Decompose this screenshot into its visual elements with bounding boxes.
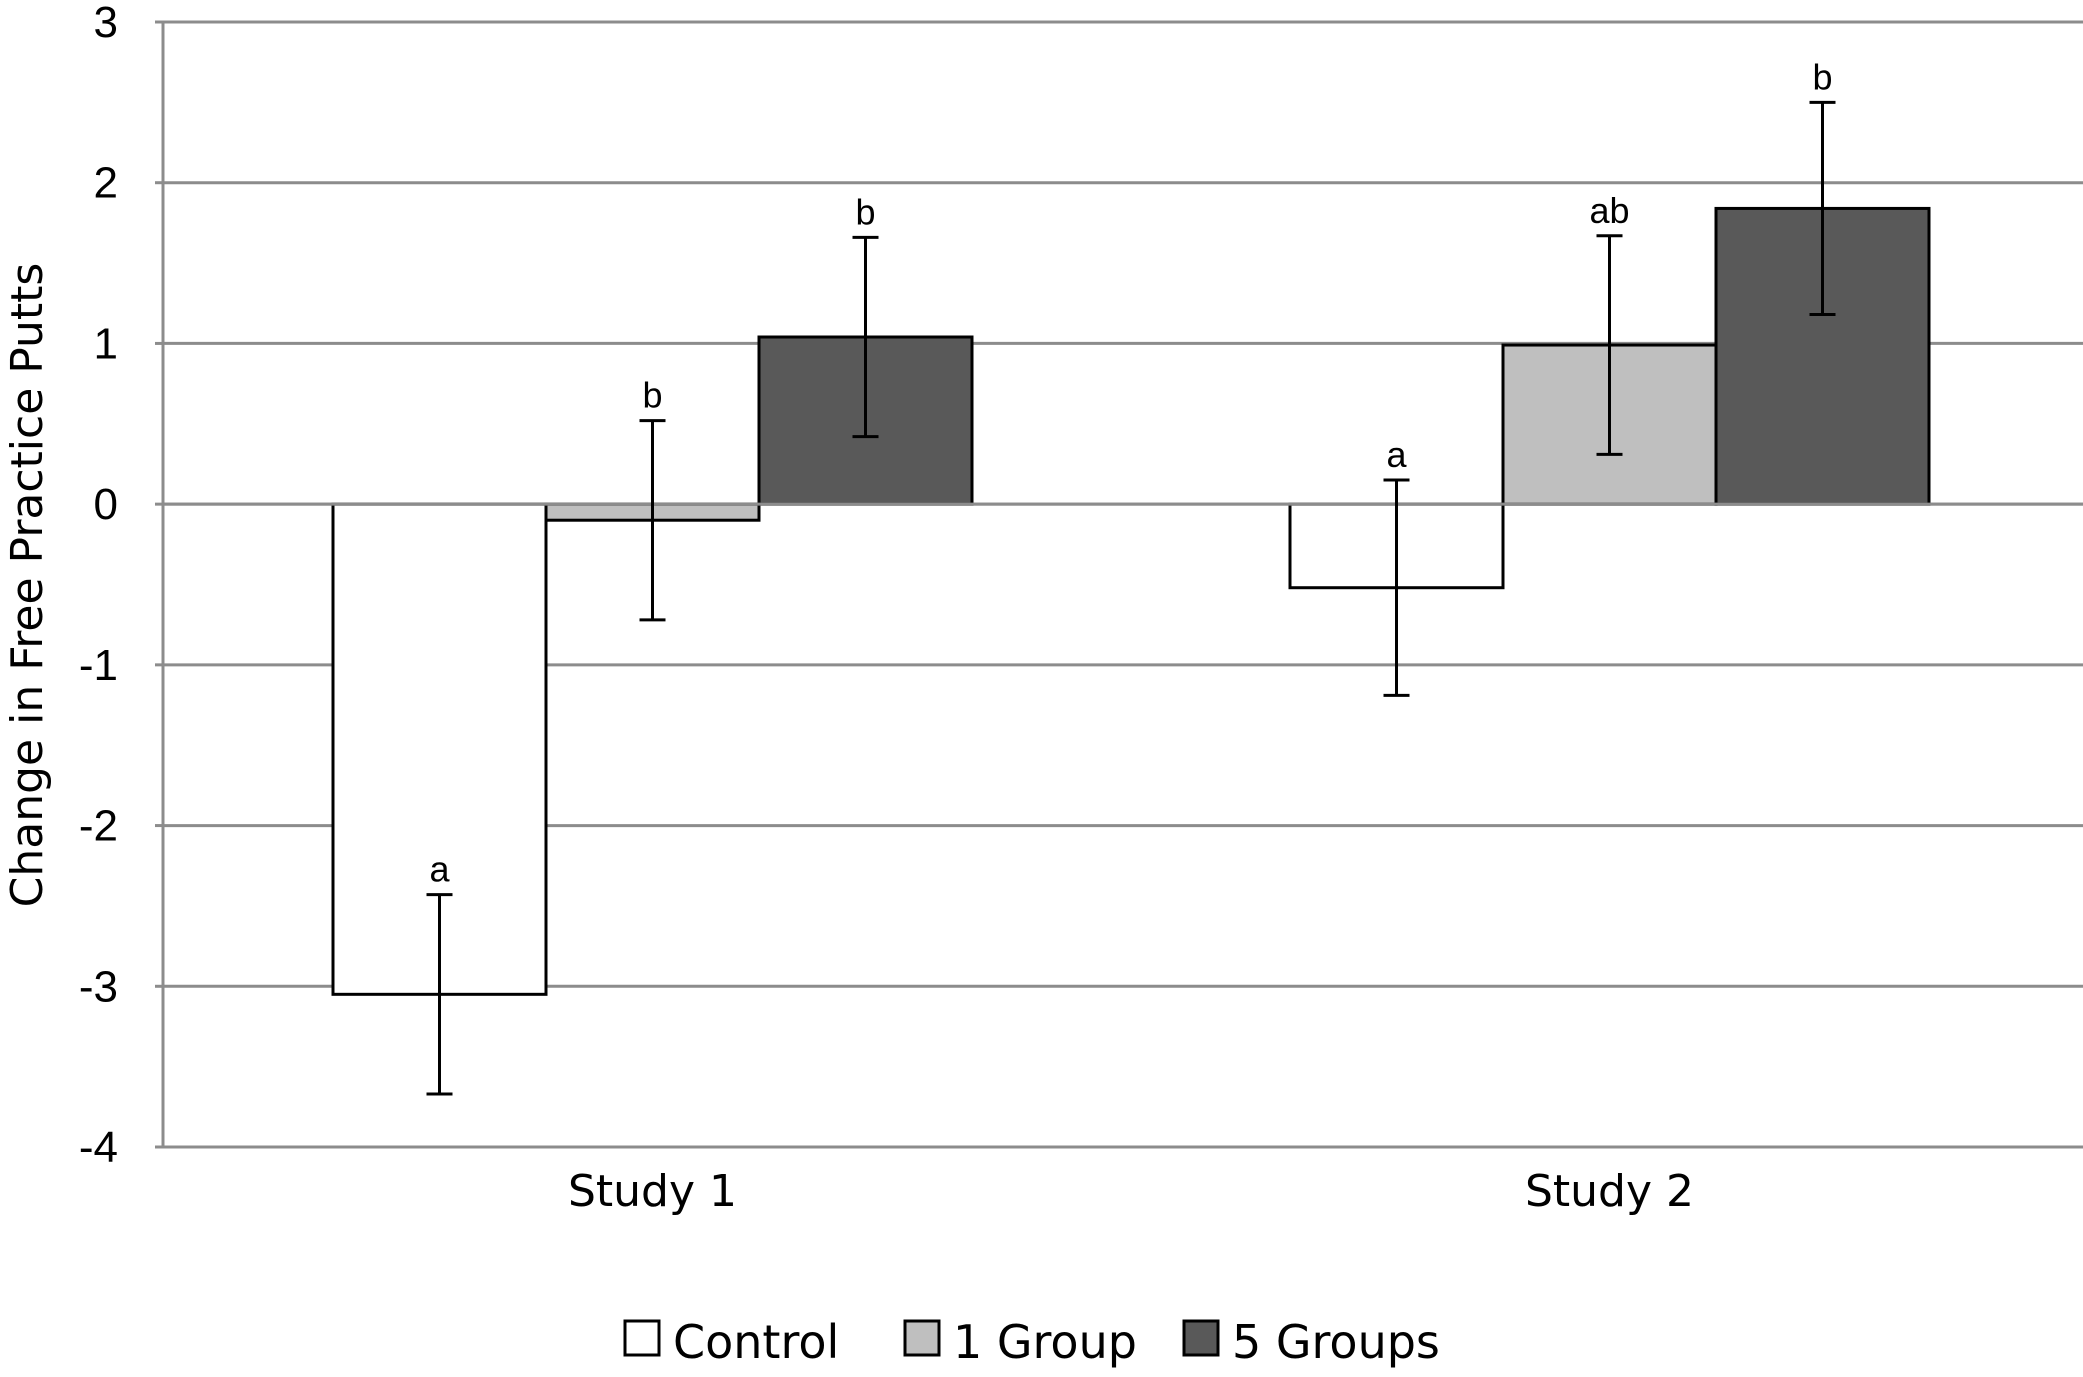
error-bars [426, 100, 1836, 1096]
legend-label: Control [673, 1315, 839, 1369]
legend-label: 1 Group [953, 1315, 1137, 1369]
legend: Control 1 Group 5 Groups [623, 1315, 1440, 1369]
category-label: Study 1 [568, 1166, 737, 1217]
category-labels: Study 1 Study 2 [568, 1166, 1694, 1217]
y-tick-label: 2 [94, 159, 118, 208]
significance-label: b [642, 375, 662, 416]
significance-label: a [1386, 434, 1407, 475]
significance-label: ab [1589, 190, 1629, 231]
y-tick-label: -1 [79, 641, 118, 690]
category-label: Study 2 [1525, 1166, 1694, 1217]
significance-label: b [855, 191, 875, 232]
legend-swatch [903, 1319, 941, 1357]
y-tick-label: 1 [94, 319, 118, 368]
significance-label: a [429, 849, 450, 890]
bars [331, 206, 1931, 996]
y-tick-label: 0 [94, 480, 118, 529]
y-tick-label: -4 [79, 1123, 118, 1172]
y-axis-title: Change in Free Practice Putts [2, 263, 53, 908]
legend-swatch [623, 1319, 661, 1357]
legend-label: 5 Groups [1232, 1315, 1440, 1369]
legend-swatch [1182, 1319, 1220, 1357]
significance-label: b [1812, 56, 1832, 97]
y-tick-label: 3 [94, 0, 118, 47]
y-axis-ticks: 3 2 1 0 -1 -2 -3 -4 [79, 0, 163, 1172]
y-tick-label: -3 [79, 962, 118, 1011]
y-tick-label: -2 [79, 802, 118, 851]
